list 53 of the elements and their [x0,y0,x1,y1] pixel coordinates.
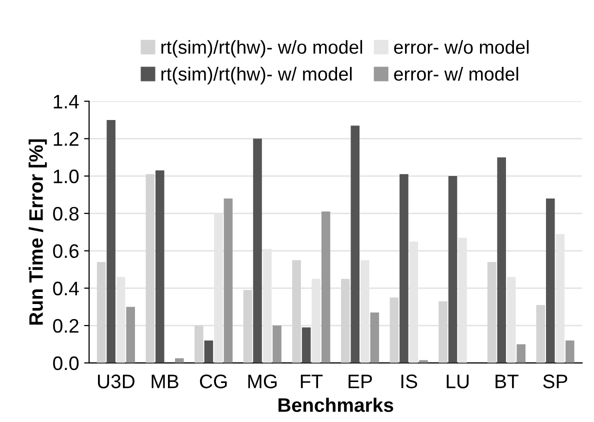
x-tick-label: FT [300,374,323,388]
bar [448,176,458,363]
x-tick-label: LU [446,374,469,388]
x-tick-label: MB [152,374,178,388]
bar [438,301,448,363]
x-tick-label: IS [401,374,418,388]
x-tick-label: EP [348,374,372,388]
bar [497,157,506,363]
bar [340,278,350,363]
bar [350,126,360,363]
y-tick-label: 0.2 [53,319,78,333]
legend-label: rt(sim)/rt(hw)- w/ model [161,66,352,84]
bar [146,174,155,363]
bar [536,304,546,363]
bar [194,326,204,363]
x-tick-label: MG [248,374,277,388]
bar [106,120,116,363]
bar [370,312,380,363]
bar [253,138,262,363]
legend-label: error- w/o model [394,40,529,54]
bar [487,262,496,363]
y-tick-label: 0.6 [53,244,79,258]
bar [566,340,574,363]
bar [400,174,408,363]
bar [419,360,428,363]
bar [96,262,106,363]
x-tick-label: U3D [98,374,134,388]
bar [126,306,135,363]
bar [516,344,526,363]
y-tick-label: 0.4 [53,282,79,296]
x-tick-label: SP [543,374,568,388]
y-axis-title: Run Time / Error [%] [28,139,47,325]
bar [155,170,164,363]
y-tick-label: 0.0 [53,356,79,370]
bar [292,260,301,363]
bar [390,298,399,363]
bar [302,327,311,363]
bar [243,290,252,363]
bar [224,198,233,363]
x-tick-label: CG [200,374,227,388]
x-axis-title: Benchmarks [278,398,394,412]
bar [204,340,214,363]
legend-label: rt(sim)/rt(hw)- w/o model [161,40,362,58]
bar [175,358,184,363]
bar [272,326,282,363]
y-tick-label: 0.8 [53,206,79,221]
bar [321,212,330,363]
y-tick-label: 1.0 [54,170,79,184]
y-tick-label: 1.4 [54,94,79,108]
x-tick-label: BT [496,374,518,388]
bar [546,198,555,363]
y-tick-label: 1.2 [54,132,78,146]
legend-label: error- w/ model [394,66,518,81]
